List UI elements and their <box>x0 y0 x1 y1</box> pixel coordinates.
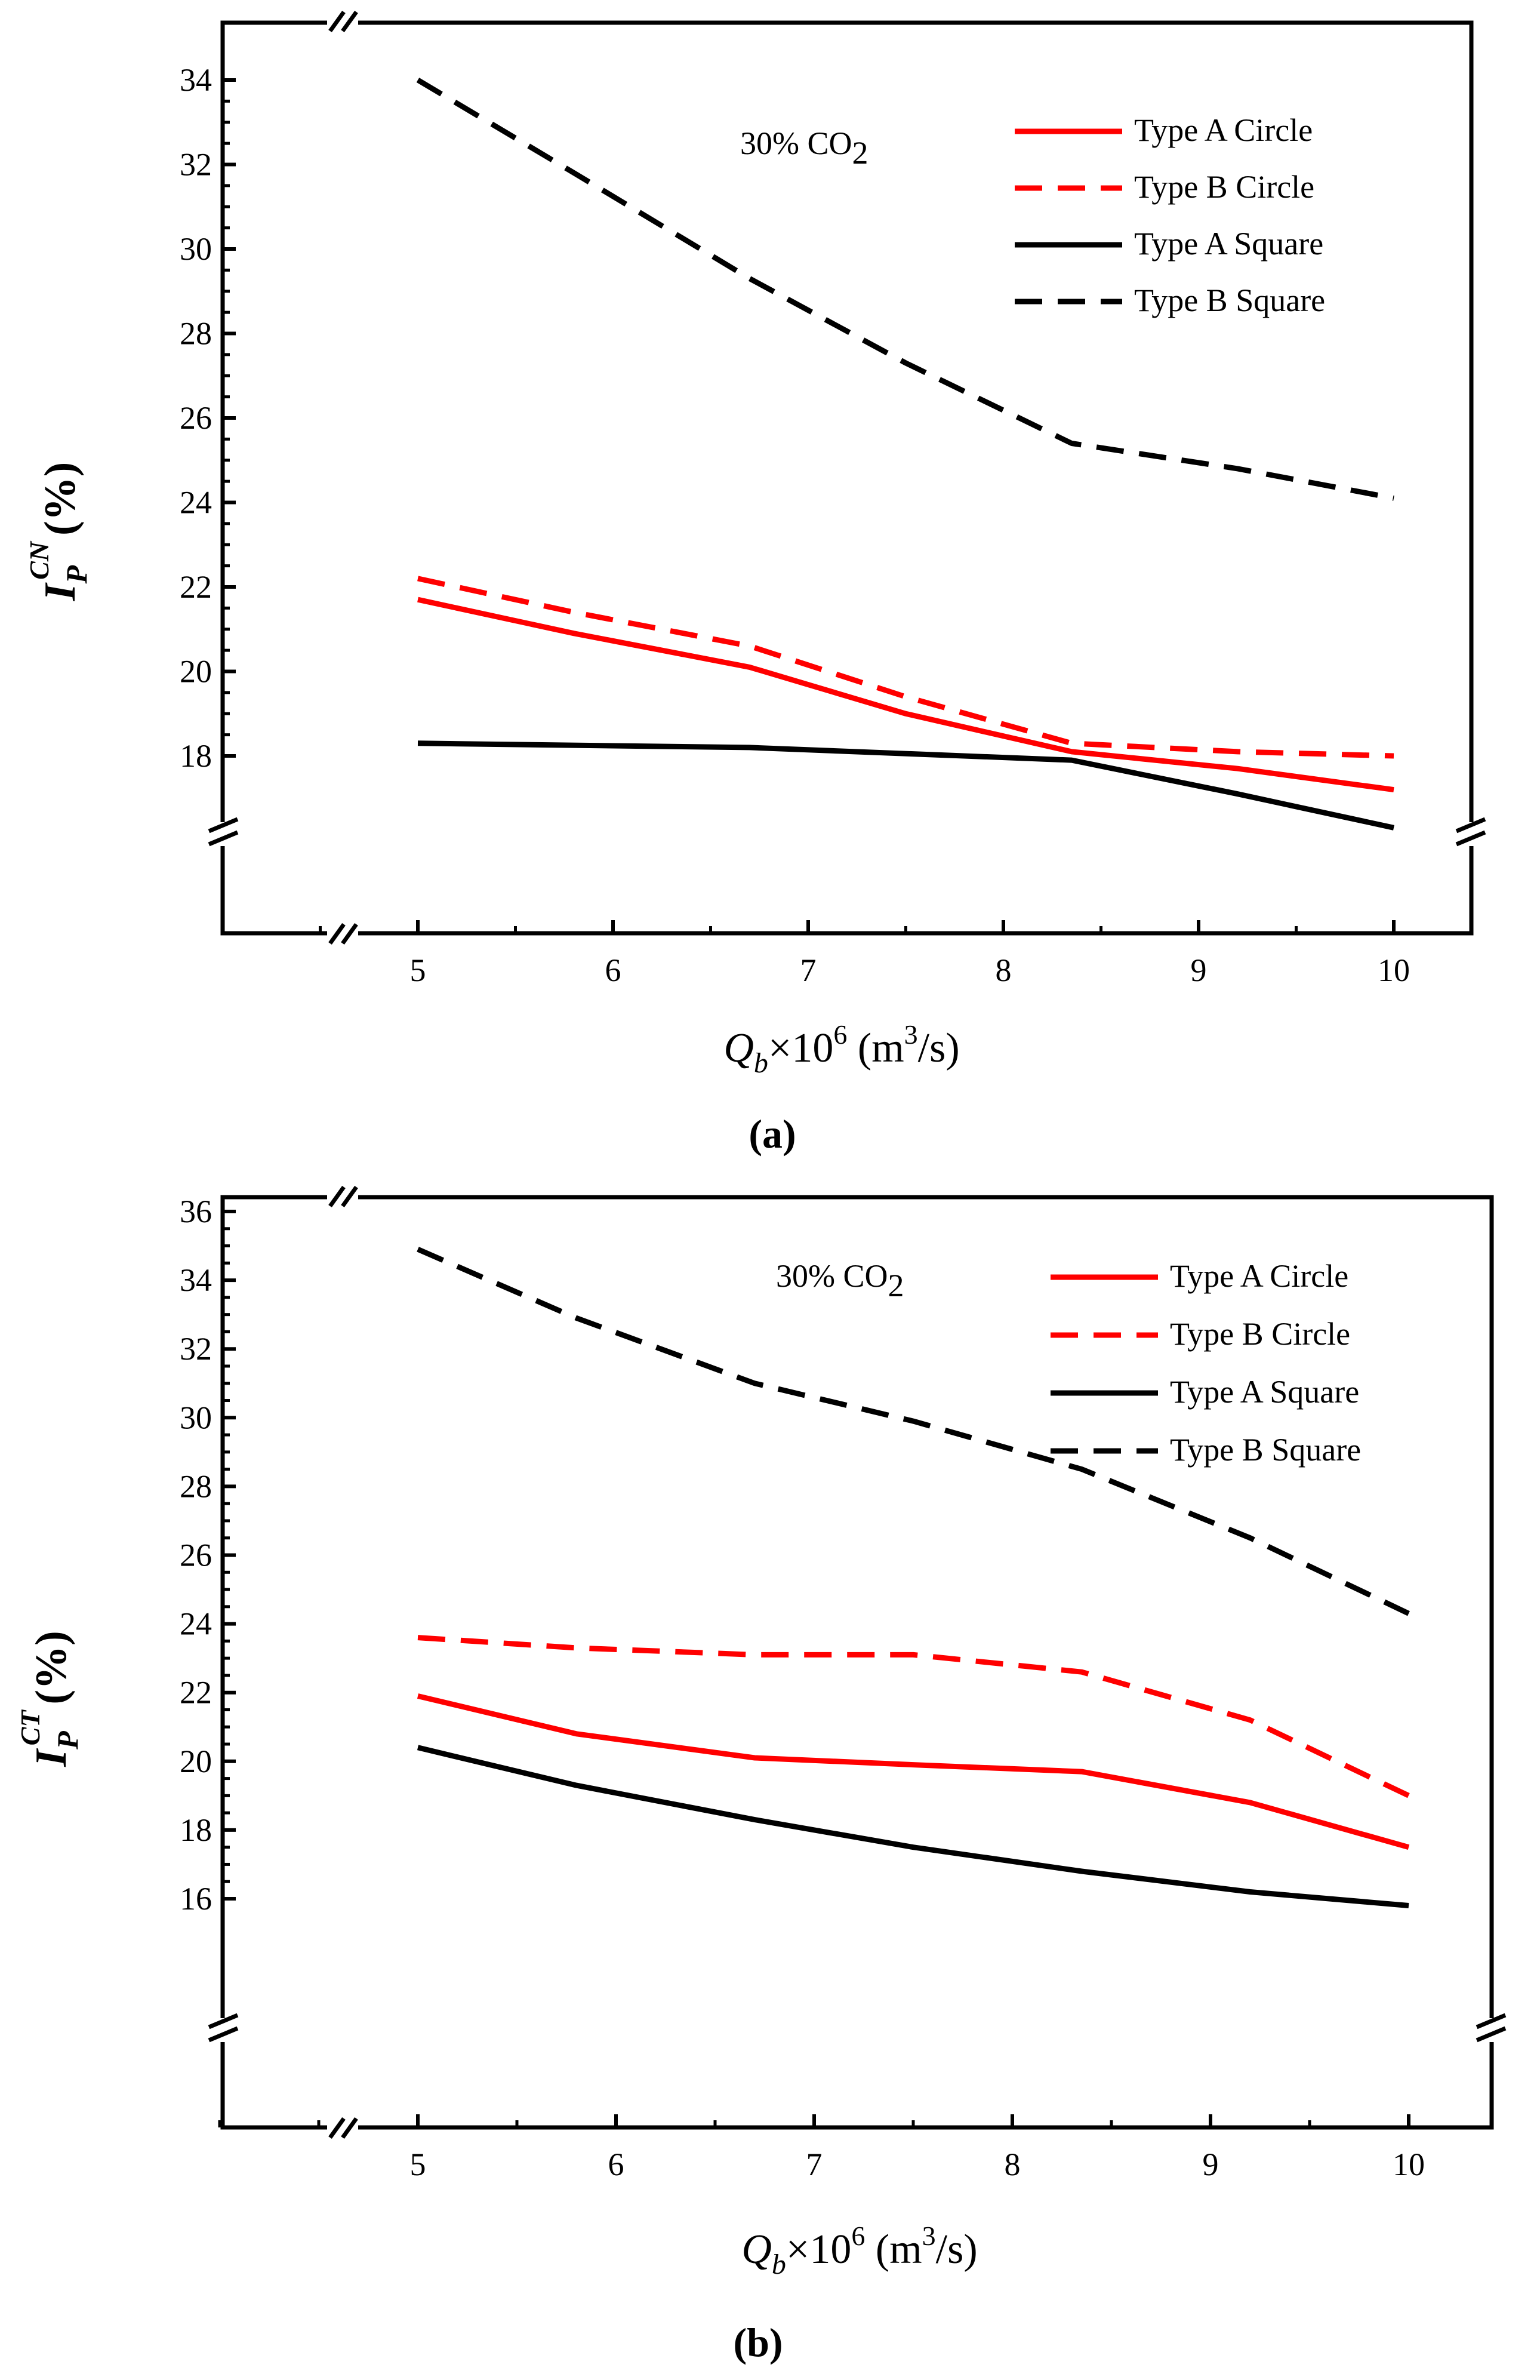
plot-frame <box>220 1195 1494 2130</box>
x-tick-label: 10 <box>1378 952 1410 988</box>
y-tick-label: 30 <box>180 1400 212 1435</box>
axis-break-marks <box>208 1185 1507 2139</box>
y-tick-label: 24 <box>180 485 212 521</box>
series-line-type-a-square <box>417 740 1394 831</box>
y-tick-label: 16 <box>180 1881 212 1917</box>
panel-label-b: (b) <box>733 2320 783 2365</box>
y-tick-label: 30 <box>180 231 212 267</box>
y-tick-label: 20 <box>180 654 212 690</box>
annotation-co2: 30% CO2 <box>776 1258 904 1303</box>
legend-item: Type B Circle <box>1051 1316 1350 1352</box>
x-axis-title: Qb×106 (m3/s) <box>741 2221 977 2280</box>
y-tick-label: 32 <box>180 1331 212 1367</box>
series-line-type-b-square <box>417 1247 1410 1616</box>
x-tick-label: 10 <box>1393 2147 1425 2182</box>
x-tick-label: 8 <box>1005 2147 1021 2182</box>
y-tick-label: 32 <box>180 147 212 183</box>
legend-item: Type B Square <box>1015 282 1325 318</box>
plot-frame <box>220 20 1474 936</box>
x-axis-ticks <box>218 2114 1410 2127</box>
x-tick-label: 7 <box>800 952 817 988</box>
y-axis-ticks <box>223 78 236 758</box>
legend-label: Type B Circle <box>1170 1316 1350 1352</box>
x-tick-label: 7 <box>806 2147 823 2182</box>
y-axis-title: IPCT(%) <box>15 1631 84 1767</box>
x-tick-labels: 5 6 7 8 9 10 <box>410 952 1410 988</box>
y-tick-label: 28 <box>180 316 212 352</box>
x-tick-label: 9 <box>1203 2147 1219 2182</box>
series-line-type-b-circle <box>417 1635 1410 1798</box>
y-tick-labels: 18 20 22 24 26 28 30 32 34 <box>180 62 212 774</box>
y-tick-label: 24 <box>180 1606 212 1642</box>
x-tick-label: 6 <box>608 2147 624 2182</box>
x-tick-label: 8 <box>996 952 1012 988</box>
legend-label: Type A Square <box>1134 226 1323 262</box>
x-axis-ticks <box>221 920 1396 933</box>
annotation-co2: 30% CO2 <box>740 125 868 171</box>
x-axis-title: Qb×106 (m3/s) <box>723 1019 959 1079</box>
chart-panel-b: 5 6 7 8 9 10 16 18 20 22 24 26 28 30 32 34 36 30% CO2 T… <box>15 1185 1507 2365</box>
y-tick-label: 18 <box>180 1812 212 1848</box>
legend-item: Type B Circle <box>1015 169 1314 205</box>
y-tick-label: 28 <box>180 1468 212 1504</box>
legend-label: Type B Circle <box>1134 169 1314 205</box>
legend-item: Type A Circle <box>1051 1258 1348 1294</box>
x-tick-label: 5 <box>410 952 426 988</box>
y-tick-label: 26 <box>180 400 212 436</box>
axis-break-marks <box>208 10 1486 945</box>
series-line-type-b-square <box>416 78 1394 501</box>
y-tick-label: 20 <box>180 1744 212 1779</box>
y-axis-title: IPCN(%) <box>24 462 93 602</box>
y-tick-labels: 16 18 20 22 24 26 28 30 32 34 36 <box>180 1194 212 1917</box>
x-tick-label: 9 <box>1191 952 1207 988</box>
series-lines <box>417 1247 1410 1908</box>
series-line-type-b-circle <box>417 576 1394 759</box>
series-line-type-a-square <box>417 1745 1409 1908</box>
series-line-type-a-circle <box>417 596 1394 793</box>
y-tick-label: 18 <box>180 738 212 774</box>
legend: Type A Circle Type B Circle Type A Square T… <box>1015 112 1325 318</box>
legend-item: Type A Circle <box>1015 112 1313 148</box>
legend: Type A Circle Type B Circle Type A Square T… <box>1051 1258 1361 1468</box>
x-tick-label: 5 <box>410 2147 426 2182</box>
legend-label: Type B Square <box>1134 282 1325 318</box>
panel-label-a: (a) <box>749 1111 796 1157</box>
legend-item: Type A Square <box>1051 1374 1359 1410</box>
y-tick-label: 34 <box>180 1262 212 1298</box>
legend-label: Type B Square <box>1170 1432 1361 1468</box>
series-lines <box>416 78 1394 831</box>
y-axis-ticks <box>223 1210 236 1901</box>
legend-label: Type A Square <box>1170 1374 1359 1410</box>
legend-item: Type A Square <box>1015 226 1323 262</box>
series-line-type-a-circle <box>417 1693 1410 1850</box>
legend-label: Type A Circle <box>1134 112 1313 148</box>
y-tick-label: 22 <box>180 1675 212 1711</box>
y-tick-label: 36 <box>180 1194 212 1229</box>
y-tick-label: 34 <box>180 62 212 98</box>
legend-item: Type B Square <box>1051 1432 1361 1468</box>
x-tick-labels: 5 6 7 8 9 10 <box>410 2147 1425 2182</box>
y-tick-label: 26 <box>180 1538 212 1573</box>
x-tick-label: 6 <box>605 952 621 988</box>
chart-panel-a: 5 6 7 8 9 10 18 20 22 24 26 28 30 32 34 30% CO2 Type … <box>24 10 1486 1157</box>
y-tick-label: 22 <box>180 569 212 605</box>
legend-label: Type A Circle <box>1170 1258 1348 1294</box>
